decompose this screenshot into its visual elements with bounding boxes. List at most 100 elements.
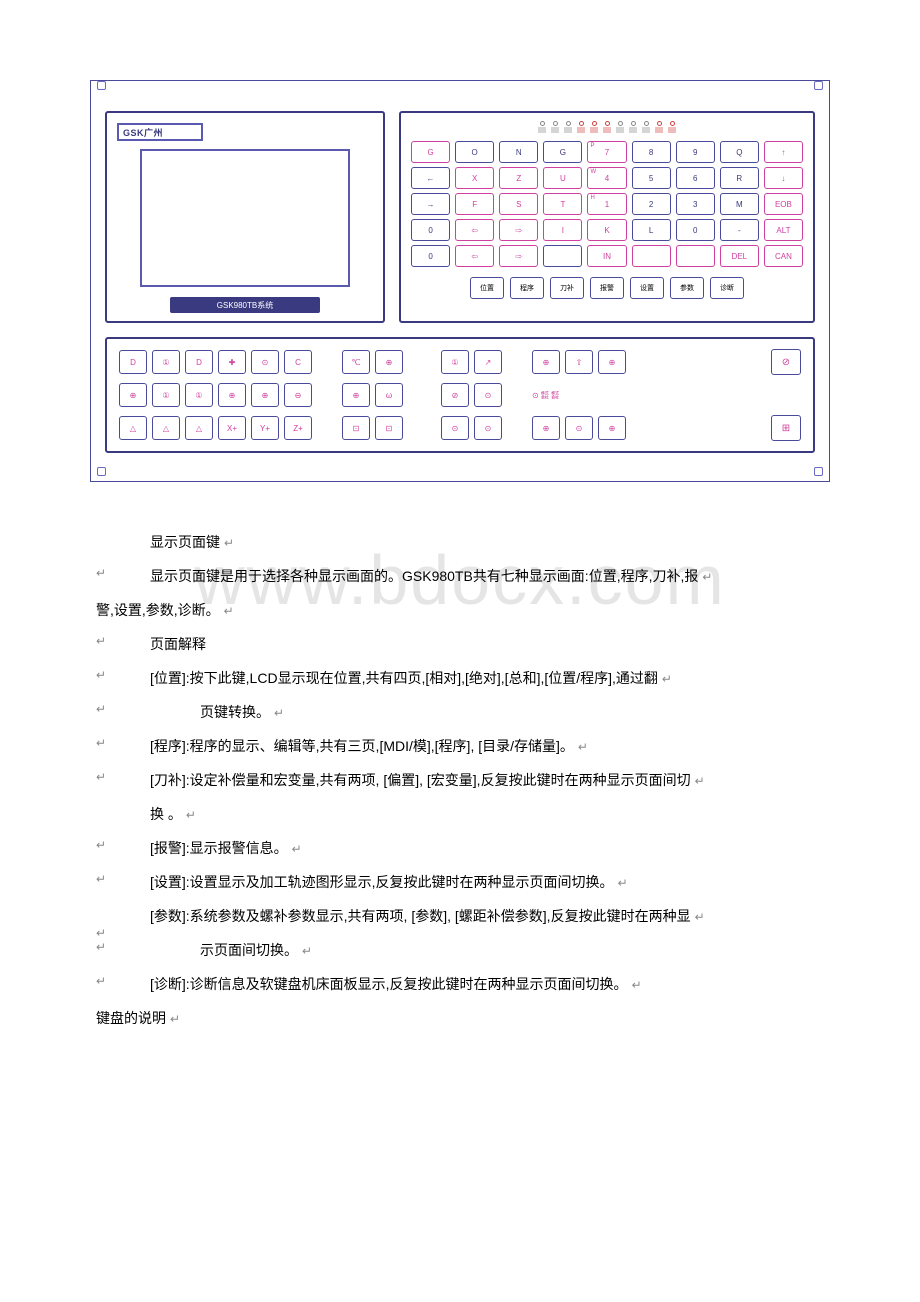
key-main: S [516, 200, 521, 209]
keypad-key[interactable]: ⇦ [455, 245, 494, 267]
control-key[interactable]: D [185, 350, 213, 374]
keypad-key[interactable]: 0 [411, 219, 450, 241]
control-key[interactable]: ⊖ [284, 383, 312, 407]
control-key[interactable]: ↗ [474, 350, 502, 374]
control-key[interactable]: ① [441, 350, 469, 374]
control-big-key[interactable]: ⊞ [771, 415, 801, 441]
control-key[interactable]: Y+ [251, 416, 279, 440]
keypad-key[interactable]: EOB [764, 193, 803, 215]
control-key[interactable]: ① [152, 350, 180, 374]
keypad-key[interactable]: Q [720, 141, 759, 163]
display-page-key[interactable]: 诊断 [710, 277, 744, 299]
keypad-key[interactable] [676, 245, 715, 267]
control-key[interactable]: ⊕ [342, 383, 370, 407]
control-key[interactable]: D [119, 350, 147, 374]
control-key[interactable]: ✚ [218, 350, 246, 374]
keypad-key[interactable] [543, 245, 582, 267]
key-main: ⇦ [471, 252, 478, 261]
control-key[interactable]: ① [185, 383, 213, 407]
control-key[interactable]: ⊙ [565, 416, 593, 440]
keypad-key[interactable]: N [499, 141, 538, 163]
control-key[interactable]: ① [152, 383, 180, 407]
led-dot [553, 121, 558, 126]
led-row [411, 121, 803, 133]
control-key[interactable]: ⊕ [251, 383, 279, 407]
keypad-key[interactable]: 9 [676, 141, 715, 163]
led-label [551, 127, 559, 133]
keypad-key[interactable]: 3 [676, 193, 715, 215]
keypad-key[interactable]: K [587, 219, 626, 241]
keypad-key[interactable]: IN [587, 245, 626, 267]
display-page-key[interactable]: 报警 [590, 277, 624, 299]
keypad-key[interactable]: G [411, 141, 450, 163]
control-key[interactable]: ⊙ [441, 416, 469, 440]
control-key[interactable]: C [284, 350, 312, 374]
keypad-key[interactable]: G [543, 141, 582, 163]
keypad-key[interactable]: 2 [632, 193, 671, 215]
control-key[interactable]: △ [185, 416, 213, 440]
keypad-key[interactable]: ⇨ [499, 219, 538, 241]
control-key[interactable]: ⊕ [119, 383, 147, 407]
display-page-key[interactable]: 刀补 [550, 277, 584, 299]
control-key[interactable]: △ [119, 416, 147, 440]
display-page-key[interactable]: 设置 [630, 277, 664, 299]
control-key[interactable]: ⊙ [251, 350, 279, 374]
keypad-key[interactable]: ⇨ [499, 245, 538, 267]
control-key[interactable]: ⊡ [342, 416, 370, 440]
keypad-key[interactable]: 0 [411, 245, 450, 267]
keypad-key[interactable]: Z [499, 167, 538, 189]
control-key[interactable]: ⊕ [532, 350, 560, 374]
keypad-key[interactable]: ⇦ [455, 219, 494, 241]
display-page-key[interactable]: 位置 [470, 277, 504, 299]
display-page-key[interactable]: 程序 [510, 277, 544, 299]
keypad-key[interactable]: X [455, 167, 494, 189]
keypad-key[interactable]: M [720, 193, 759, 215]
control-key[interactable]: ⊙ [474, 416, 502, 440]
keypad-key[interactable]: S [499, 193, 538, 215]
return-mark: ↵ [292, 842, 302, 856]
control-key[interactable]: ⊕ [598, 350, 626, 374]
display-page-key[interactable]: 参数 [670, 277, 704, 299]
control-big-key[interactable]: ⊘ [771, 349, 801, 375]
keypad-key[interactable]: CAN [764, 245, 803, 267]
keypad-key[interactable]: U [543, 167, 582, 189]
keypad-key[interactable] [632, 245, 671, 267]
control-key[interactable]: ℃ [342, 350, 370, 374]
keypad-key[interactable]: ← [411, 167, 450, 189]
keypad-key[interactable]: 8 [632, 141, 671, 163]
control-key[interactable]: ⊕ [598, 416, 626, 440]
keypad-key[interactable]: T [543, 193, 582, 215]
keypad-key[interactable]: O [455, 141, 494, 163]
keypad-key[interactable]: P7 [587, 141, 626, 163]
keypad-key[interactable]: ↑ [764, 141, 803, 163]
keypad-key[interactable]: ALT [764, 219, 803, 241]
control-key[interactable]: ω [375, 383, 403, 407]
control-group: ℃⊕ [342, 350, 403, 374]
keypad-key[interactable]: I [543, 219, 582, 241]
control-key[interactable]: X+ [218, 416, 246, 440]
control-key[interactable]: ⊙ [474, 383, 502, 407]
keypad-key[interactable]: DEL [720, 245, 759, 267]
return-mark: ↵ [618, 876, 628, 890]
control-key[interactable]: ⊡ [375, 416, 403, 440]
keypad-key[interactable]: ↓ [764, 167, 803, 189]
control-key[interactable]: △ [152, 416, 180, 440]
keypad-key[interactable]: - [720, 219, 759, 241]
keypad-key[interactable]: → [411, 193, 450, 215]
keypad-key[interactable]: 5 [632, 167, 671, 189]
keypad-key[interactable]: 6 [676, 167, 715, 189]
control-key[interactable]: Z+ [284, 416, 312, 440]
control-key[interactable]: ⊕ [532, 416, 560, 440]
control-key[interactable]: ⊘ [441, 383, 469, 407]
control-key[interactable]: ⇧ [565, 350, 593, 374]
keypad-key[interactable]: L [632, 219, 671, 241]
corner-dot [814, 81, 823, 90]
key-main: 5 [649, 174, 653, 183]
keypad-key[interactable]: R [720, 167, 759, 189]
keypad-key[interactable]: F [455, 193, 494, 215]
keypad-key[interactable]: H1 [587, 193, 626, 215]
keypad-key[interactable]: W4 [587, 167, 626, 189]
control-key[interactable]: ⊕ [218, 383, 246, 407]
control-key[interactable]: ⊕ [375, 350, 403, 374]
keypad-key[interactable]: 0 [676, 219, 715, 241]
